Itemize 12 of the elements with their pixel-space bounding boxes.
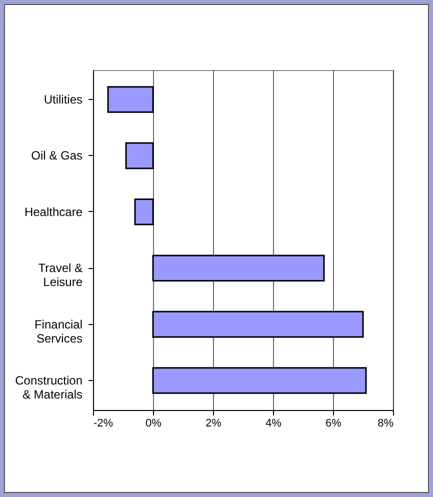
y-tick-label: Oil & Gas — [31, 148, 82, 163]
x-tick-label: 0% — [146, 418, 162, 430]
y-tick-label: Travel & Leisure — [38, 261, 83, 290]
x-tick-label: 4% — [266, 418, 282, 430]
y-tick-label: Utilities — [44, 92, 82, 107]
x-tick-label: -2% — [94, 418, 114, 430]
x-tick-label: 8% — [378, 418, 394, 430]
y-tick-label: Financial Services — [34, 317, 82, 346]
y-tick-label: Healthcare — [24, 204, 83, 219]
x-tick-label: 6% — [326, 418, 342, 430]
x-tick-label: 2% — [206, 418, 222, 430]
y-tick-label: Construction & Materials — [15, 373, 82, 402]
